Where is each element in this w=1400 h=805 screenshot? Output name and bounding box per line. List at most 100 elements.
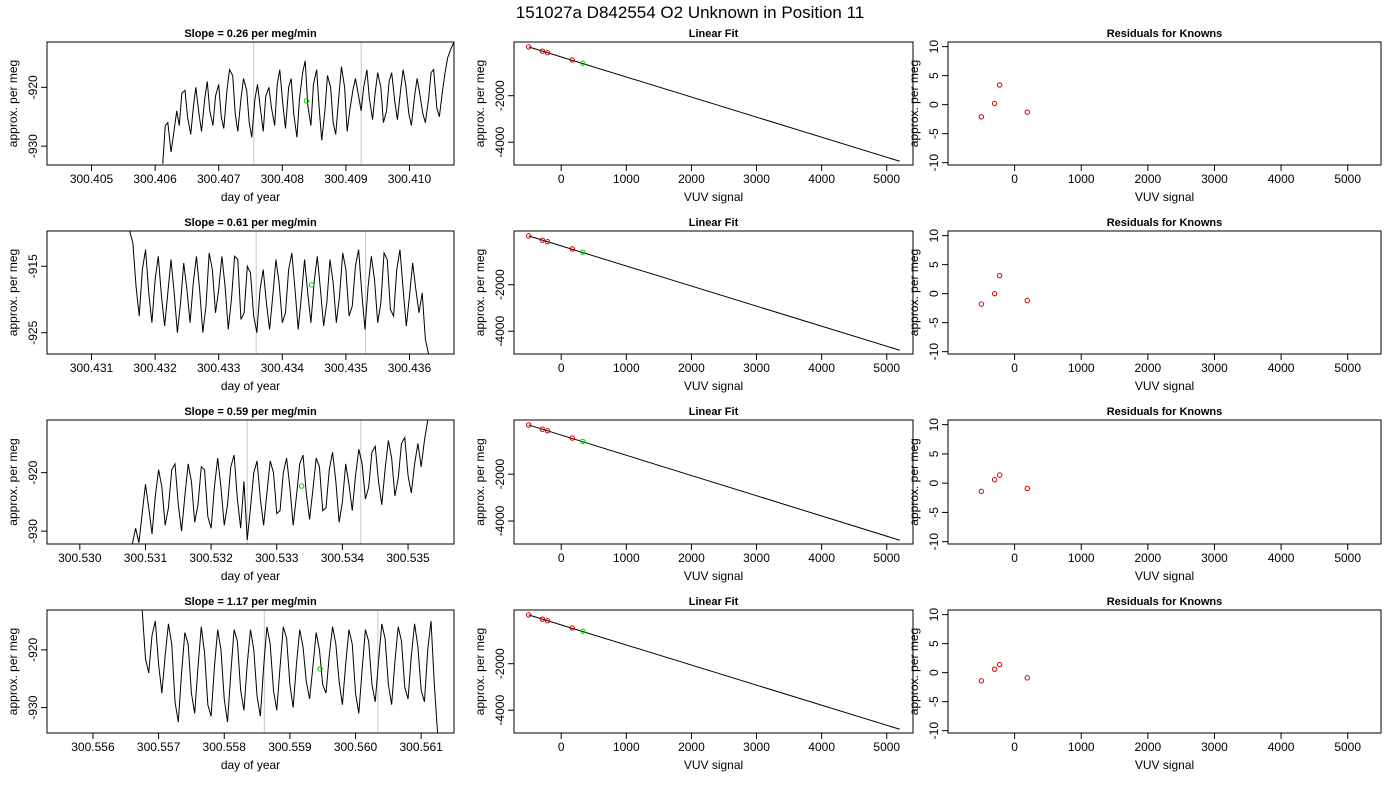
x-tick-label: 3000 xyxy=(743,172,770,186)
unknown-point xyxy=(579,438,586,445)
x-tick-label: 3000 xyxy=(1201,551,1228,565)
residual-point xyxy=(978,301,985,307)
known-point xyxy=(569,57,575,63)
x-axis-label: VUV signal xyxy=(1135,379,1194,393)
x-tick-label: 300.436 xyxy=(388,361,432,375)
plot-frame xyxy=(947,230,1382,355)
y-tick-label: 0 xyxy=(927,480,941,487)
y-axis-label: approx. per meg xyxy=(6,60,20,147)
x-tick-label: 4000 xyxy=(1268,551,1295,565)
figure-title: 151027a D842554 O2 Unknown in Position 1… xyxy=(516,3,864,22)
plot-area xyxy=(129,231,430,354)
x-tick-label: 300.533 xyxy=(255,551,299,565)
panel-title: Residuals for Knowns xyxy=(1107,217,1223,229)
x-tick-label: 300.561 xyxy=(399,740,443,754)
x-tick-label: 2000 xyxy=(1134,361,1161,375)
panel-fit-6: Linear Fit 0 1000 2000 3000 4000 5000 -2000 -400… xyxy=(473,217,914,393)
x-tick-label: 3000 xyxy=(1201,172,1228,186)
panel-title: Slope = 1.17 per meg/min xyxy=(184,596,317,608)
y-tick-label: 5 xyxy=(927,450,941,457)
x-tick-label: 0 xyxy=(558,740,565,754)
known-point xyxy=(569,246,575,252)
y-axis-label: approx. per meg xyxy=(907,628,921,715)
x-tick-label: 3000 xyxy=(743,551,770,565)
residual-point xyxy=(996,272,1003,279)
y-tick-label: -4000 xyxy=(493,316,507,347)
x-tick-label: 1000 xyxy=(613,172,640,186)
x-tick-label: 300.560 xyxy=(334,740,378,754)
data-series-line xyxy=(129,231,430,354)
x-tick-label: 1000 xyxy=(613,740,640,754)
known-point xyxy=(539,426,546,432)
y-tick-label: -925 xyxy=(26,320,40,344)
panel-resid-12: Residuals for Knowns 0 1000 2000 3000 4000 500… xyxy=(907,596,1382,772)
y-tick-label: -5 xyxy=(927,696,941,707)
known-point xyxy=(544,428,551,434)
y-tick-label: -10 xyxy=(927,154,941,172)
residual-point xyxy=(996,661,1003,668)
x-tick-label: 4000 xyxy=(808,740,835,754)
panel-title: Slope = 0.59 per meg/min xyxy=(184,406,317,418)
y-tick-label: -930 xyxy=(26,519,40,543)
plot-frame xyxy=(46,609,455,734)
y-tick-label: -2000 xyxy=(493,269,507,300)
x-tick-label: 4000 xyxy=(808,361,835,375)
panel-resid-11: Residuals for Knowns 0 1000 2000 3000 4000 500… xyxy=(907,406,1382,583)
panel-title: Linear Fit xyxy=(689,217,739,229)
x-tick-label: 2000 xyxy=(678,551,705,565)
plot-frame xyxy=(947,419,1382,545)
panel-resid-10: Residuals for Knowns 0 1000 2000 3000 4000 500… xyxy=(907,217,1382,393)
known-point xyxy=(544,617,551,624)
y-tick-label: -930 xyxy=(26,695,40,719)
x-axis-label: VUV signal xyxy=(684,758,743,772)
y-tick-label: -2000 xyxy=(493,458,507,489)
x-tick-label: 300.406 xyxy=(133,172,177,186)
y-tick-label: 5 xyxy=(927,72,941,79)
x-tick-label: 2000 xyxy=(678,740,705,754)
plot-area xyxy=(525,612,900,730)
y-tick-label: -10 xyxy=(927,722,941,740)
residual-point xyxy=(1024,109,1030,115)
x-tick-label: 300.409 xyxy=(324,172,368,186)
y-tick-label: 10 xyxy=(927,608,941,622)
x-tick-label: 1000 xyxy=(613,361,640,375)
x-tick-label: 300.531 xyxy=(124,551,168,565)
x-tick-label: 300.535 xyxy=(386,551,430,565)
unknown-mean-point xyxy=(299,483,305,489)
y-tick-label: -4000 xyxy=(493,505,507,536)
known-point xyxy=(544,49,551,56)
x-tick-label: 3000 xyxy=(743,740,770,754)
y-tick-label: -2000 xyxy=(493,648,507,679)
panel-resid-9: Residuals for Knowns 0 1000 2000 3000 4000 500… xyxy=(907,28,1382,204)
y-tick-label: -920 xyxy=(26,638,40,662)
x-tick-label: 300.532 xyxy=(189,551,233,565)
data-series-line xyxy=(162,42,454,164)
panel-title: Slope = 0.61 per meg/min xyxy=(184,217,317,229)
known-point xyxy=(525,44,532,50)
y-axis-label: approx. per meg xyxy=(907,249,921,336)
x-tick-label: 4000 xyxy=(1268,361,1295,375)
fit-line xyxy=(528,614,900,730)
y-tick-label: -4000 xyxy=(493,695,507,726)
panel-title: Residuals for Knowns xyxy=(1107,406,1223,418)
plot-frame xyxy=(46,41,455,166)
x-tick-label: 5000 xyxy=(873,551,900,565)
unknown-point xyxy=(579,60,586,66)
plot-frame xyxy=(46,230,455,355)
residual-point xyxy=(978,678,985,684)
plot-area xyxy=(978,472,1030,495)
x-tick-label: 4000 xyxy=(808,551,835,565)
residual-point xyxy=(991,290,998,297)
y-tick-label: -5 xyxy=(927,317,941,328)
x-tick-label: 5000 xyxy=(873,172,900,186)
y-tick-label: 5 xyxy=(927,640,941,647)
y-tick-label: 5 xyxy=(927,261,941,268)
known-point xyxy=(539,616,546,622)
x-tick-label: 3000 xyxy=(1201,740,1228,754)
x-tick-label: 0 xyxy=(1011,172,1018,186)
unknown-mean-point xyxy=(308,282,315,288)
data-series-line xyxy=(131,420,429,544)
y-tick-label: -5 xyxy=(927,128,941,139)
unknown-point xyxy=(579,249,586,255)
x-tick-label: 1000 xyxy=(613,551,640,565)
